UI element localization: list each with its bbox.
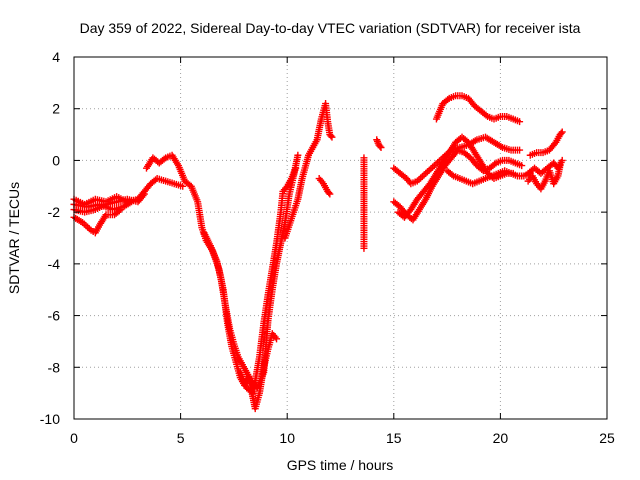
y-tick-label: 2	[52, 101, 60, 117]
data-point	[377, 144, 385, 151]
data-point	[139, 192, 147, 200]
series-track-d	[70, 198, 136, 214]
series-track-r	[526, 128, 566, 159]
data-point	[360, 244, 368, 252]
series-track-i	[315, 175, 334, 198]
data-point	[558, 156, 566, 164]
series-track-j	[360, 154, 368, 252]
data-point	[444, 96, 452, 104]
data-point	[516, 146, 524, 154]
x-tick-label: 10	[279, 430, 295, 446]
data-point	[325, 189, 333, 197]
data-point	[518, 162, 526, 170]
x-tick-label: 20	[493, 430, 509, 446]
series-track-b	[70, 206, 125, 237]
data-point	[557, 129, 565, 137]
series-track-e	[142, 151, 281, 413]
data-point	[273, 335, 281, 343]
x-tick-label: 25	[599, 430, 615, 446]
data-point	[160, 155, 168, 163]
x-tick-label: 15	[386, 430, 402, 446]
data-point	[179, 182, 187, 190]
y-tick-label: -6	[48, 308, 61, 324]
data-point	[448, 171, 456, 179]
data-point	[326, 190, 334, 198]
y-tick-label: -4	[48, 256, 61, 272]
axis-ticks	[73, 56, 608, 420]
data-point	[516, 118, 524, 126]
data-point	[328, 133, 336, 141]
x-tick-label: 0	[70, 430, 78, 446]
data-point	[376, 142, 384, 150]
series-track-g	[236, 164, 300, 397]
y-tick-label: -8	[48, 359, 61, 375]
x-tick-label: 5	[177, 430, 185, 446]
y-tick-labels: -10 -8 -6 -4 -2 0 2 4	[40, 49, 60, 427]
series-track-s	[524, 156, 566, 177]
x-axis-label: GPS time / hours	[287, 457, 394, 473]
series-track-m	[432, 92, 524, 126]
y-tick-label: -10	[40, 411, 60, 427]
data-point	[327, 132, 335, 140]
y-tick-label: -2	[48, 204, 61, 220]
data-point	[482, 111, 490, 119]
y-tick-label: 4	[52, 49, 60, 65]
x-tick-labels: 0 5 10 15 20 25	[70, 430, 615, 446]
data-point	[292, 164, 300, 172]
series-track-k	[373, 136, 385, 151]
grid-lines	[74, 57, 607, 419]
data-point	[294, 151, 302, 159]
data-point	[140, 190, 148, 198]
data-point	[558, 128, 566, 136]
data-marks	[70, 92, 566, 413]
series-track-q	[524, 162, 564, 193]
data-point	[128, 198, 136, 206]
chart-title: Day 359 of 2022, Sidereal Day-to-day VTE…	[80, 20, 581, 36]
y-axis-label: SDTVAR / TECUs	[6, 182, 22, 294]
data-point	[491, 160, 499, 168]
series-track-o	[394, 133, 517, 221]
plot-frame	[73, 56, 608, 420]
series-track-h	[281, 100, 336, 242]
y-tick-label: 0	[52, 152, 60, 168]
